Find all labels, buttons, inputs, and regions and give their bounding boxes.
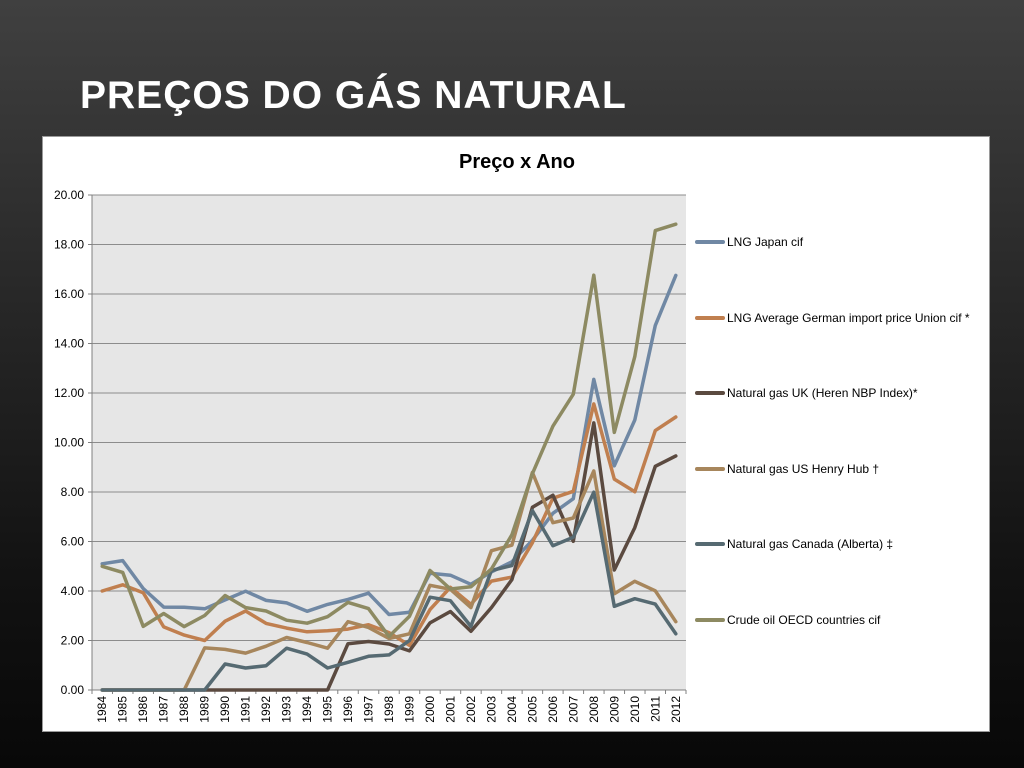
series-line-2	[100, 402, 678, 648]
y-tick-label: 12.00	[54, 386, 84, 400]
y-tick-label: 4.00	[61, 584, 85, 598]
x-tick-label: 1994	[300, 696, 314, 723]
x-tick-label: 2008	[587, 696, 601, 723]
chart-title: Preço x Ano	[459, 151, 575, 173]
x-tick-label: 1998	[382, 696, 396, 723]
y-tick-label: 6.00	[61, 535, 85, 549]
legend-item: LNG Japan cif	[695, 235, 803, 249]
x-tick-label: 1999	[402, 696, 416, 723]
x-tick-label: 1992	[259, 696, 273, 723]
x-tick-label: 2000	[423, 696, 437, 723]
x-tick-label: 1996	[341, 696, 355, 723]
x-axis-tick-labels: 1984 1985 1986 1987 1988 1989 1990 1991 1992 1993…	[95, 696, 683, 723]
x-tick-label: 2003	[484, 696, 498, 723]
legend-swatch	[695, 617, 725, 622]
x-tick-label: 2009	[607, 696, 621, 723]
x-tick-label: 1984	[95, 696, 109, 723]
y-tick-label: 8.00	[61, 485, 85, 499]
x-tick-label: 1988	[177, 696, 191, 723]
x-tick-label: 2001	[443, 696, 457, 723]
chart-legend: LNG Japan cif LNG Average German import p…	[695, 229, 985, 629]
legend-item: Natural gas UK (Heren NBP Index)*	[695, 386, 918, 400]
x-tick-label: 1989	[198, 696, 212, 723]
x-tick-label: 1985	[116, 696, 130, 723]
y-tick-label: 2.00	[61, 634, 85, 648]
x-tick-label: 2004	[505, 696, 519, 723]
x-tick-label: 2006	[546, 696, 560, 723]
y-axis-tick-labels: 0.00 2.00 4.00 6.00 8.00 10.00 12.00 14.00 16.00…	[54, 188, 84, 697]
legend-label: LNG Japan cif	[727, 235, 804, 249]
series-line-5	[100, 490, 678, 692]
legend-item: Crude oil OECD countries cif	[695, 613, 880, 627]
legend-swatch	[695, 391, 725, 395]
legend-item: Natural gas US Henry Hub †	[695, 462, 879, 476]
x-tick-label: 1990	[218, 696, 232, 723]
x-tick-label: 2011	[648, 696, 662, 722]
series-lines	[100, 222, 678, 692]
y-tick-label: 10.00	[54, 436, 84, 450]
chart-panel: Preço x Ano 0.00 2.00 4.00 6.00 8.00 10.00 12.…	[42, 136, 990, 732]
x-tick-label: 1986	[136, 696, 150, 723]
legend-swatch	[695, 240, 725, 244]
legend-label: Natural gas US Henry Hub †	[727, 461, 880, 476]
series-line-4	[100, 469, 678, 692]
x-tick-label: 1987	[157, 696, 171, 723]
slide-title: PREÇOS DO GÁS NATURAL	[80, 74, 627, 117]
x-tick-label: 2010	[628, 696, 642, 723]
x-tick-label: 1997	[362, 696, 376, 723]
legend-item: LNG Average German import price Union ci…	[695, 311, 970, 325]
line-chart: 0.00 2.00 4.00 6.00 8.00 10.00 12.00 14.00 16.00…	[54, 188, 687, 723]
y-tick-label: 18.00	[54, 238, 84, 252]
legend-item: Natural gas Canada (Alberta) ‡	[695, 537, 893, 551]
legend-label: Natural gas UK (Heren NBP Index)*	[727, 386, 918, 400]
x-tick-label: 1995	[321, 696, 335, 723]
legend-label: LNG Average German import price Union ci…	[727, 310, 970, 325]
x-tick-label: 2007	[566, 696, 580, 723]
legend-label: Natural gas Canada (Alberta) ‡	[727, 537, 894, 551]
legend-swatch	[695, 466, 725, 471]
y-tick-label: 0.00	[61, 683, 85, 697]
series-line-6	[100, 222, 678, 639]
y-tick-label: 16.00	[54, 287, 84, 301]
legend-label: Crude oil OECD countries cif	[727, 612, 881, 627]
x-tick-label: 2002	[464, 696, 478, 723]
y-tick-label: 20.00	[54, 188, 84, 202]
x-tick-label: 2012	[669, 696, 683, 723]
legend-swatch	[695, 542, 725, 546]
y-tick-label: 14.00	[54, 337, 84, 351]
x-tick-label: 1993	[280, 696, 294, 723]
legend-swatch	[695, 315, 725, 320]
x-tick-label: 2005	[525, 696, 539, 723]
x-tick-label: 1991	[239, 696, 253, 723]
